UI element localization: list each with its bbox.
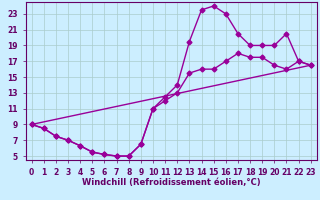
X-axis label: Windchill (Refroidissement éolien,°C): Windchill (Refroidissement éolien,°C) <box>82 178 260 187</box>
